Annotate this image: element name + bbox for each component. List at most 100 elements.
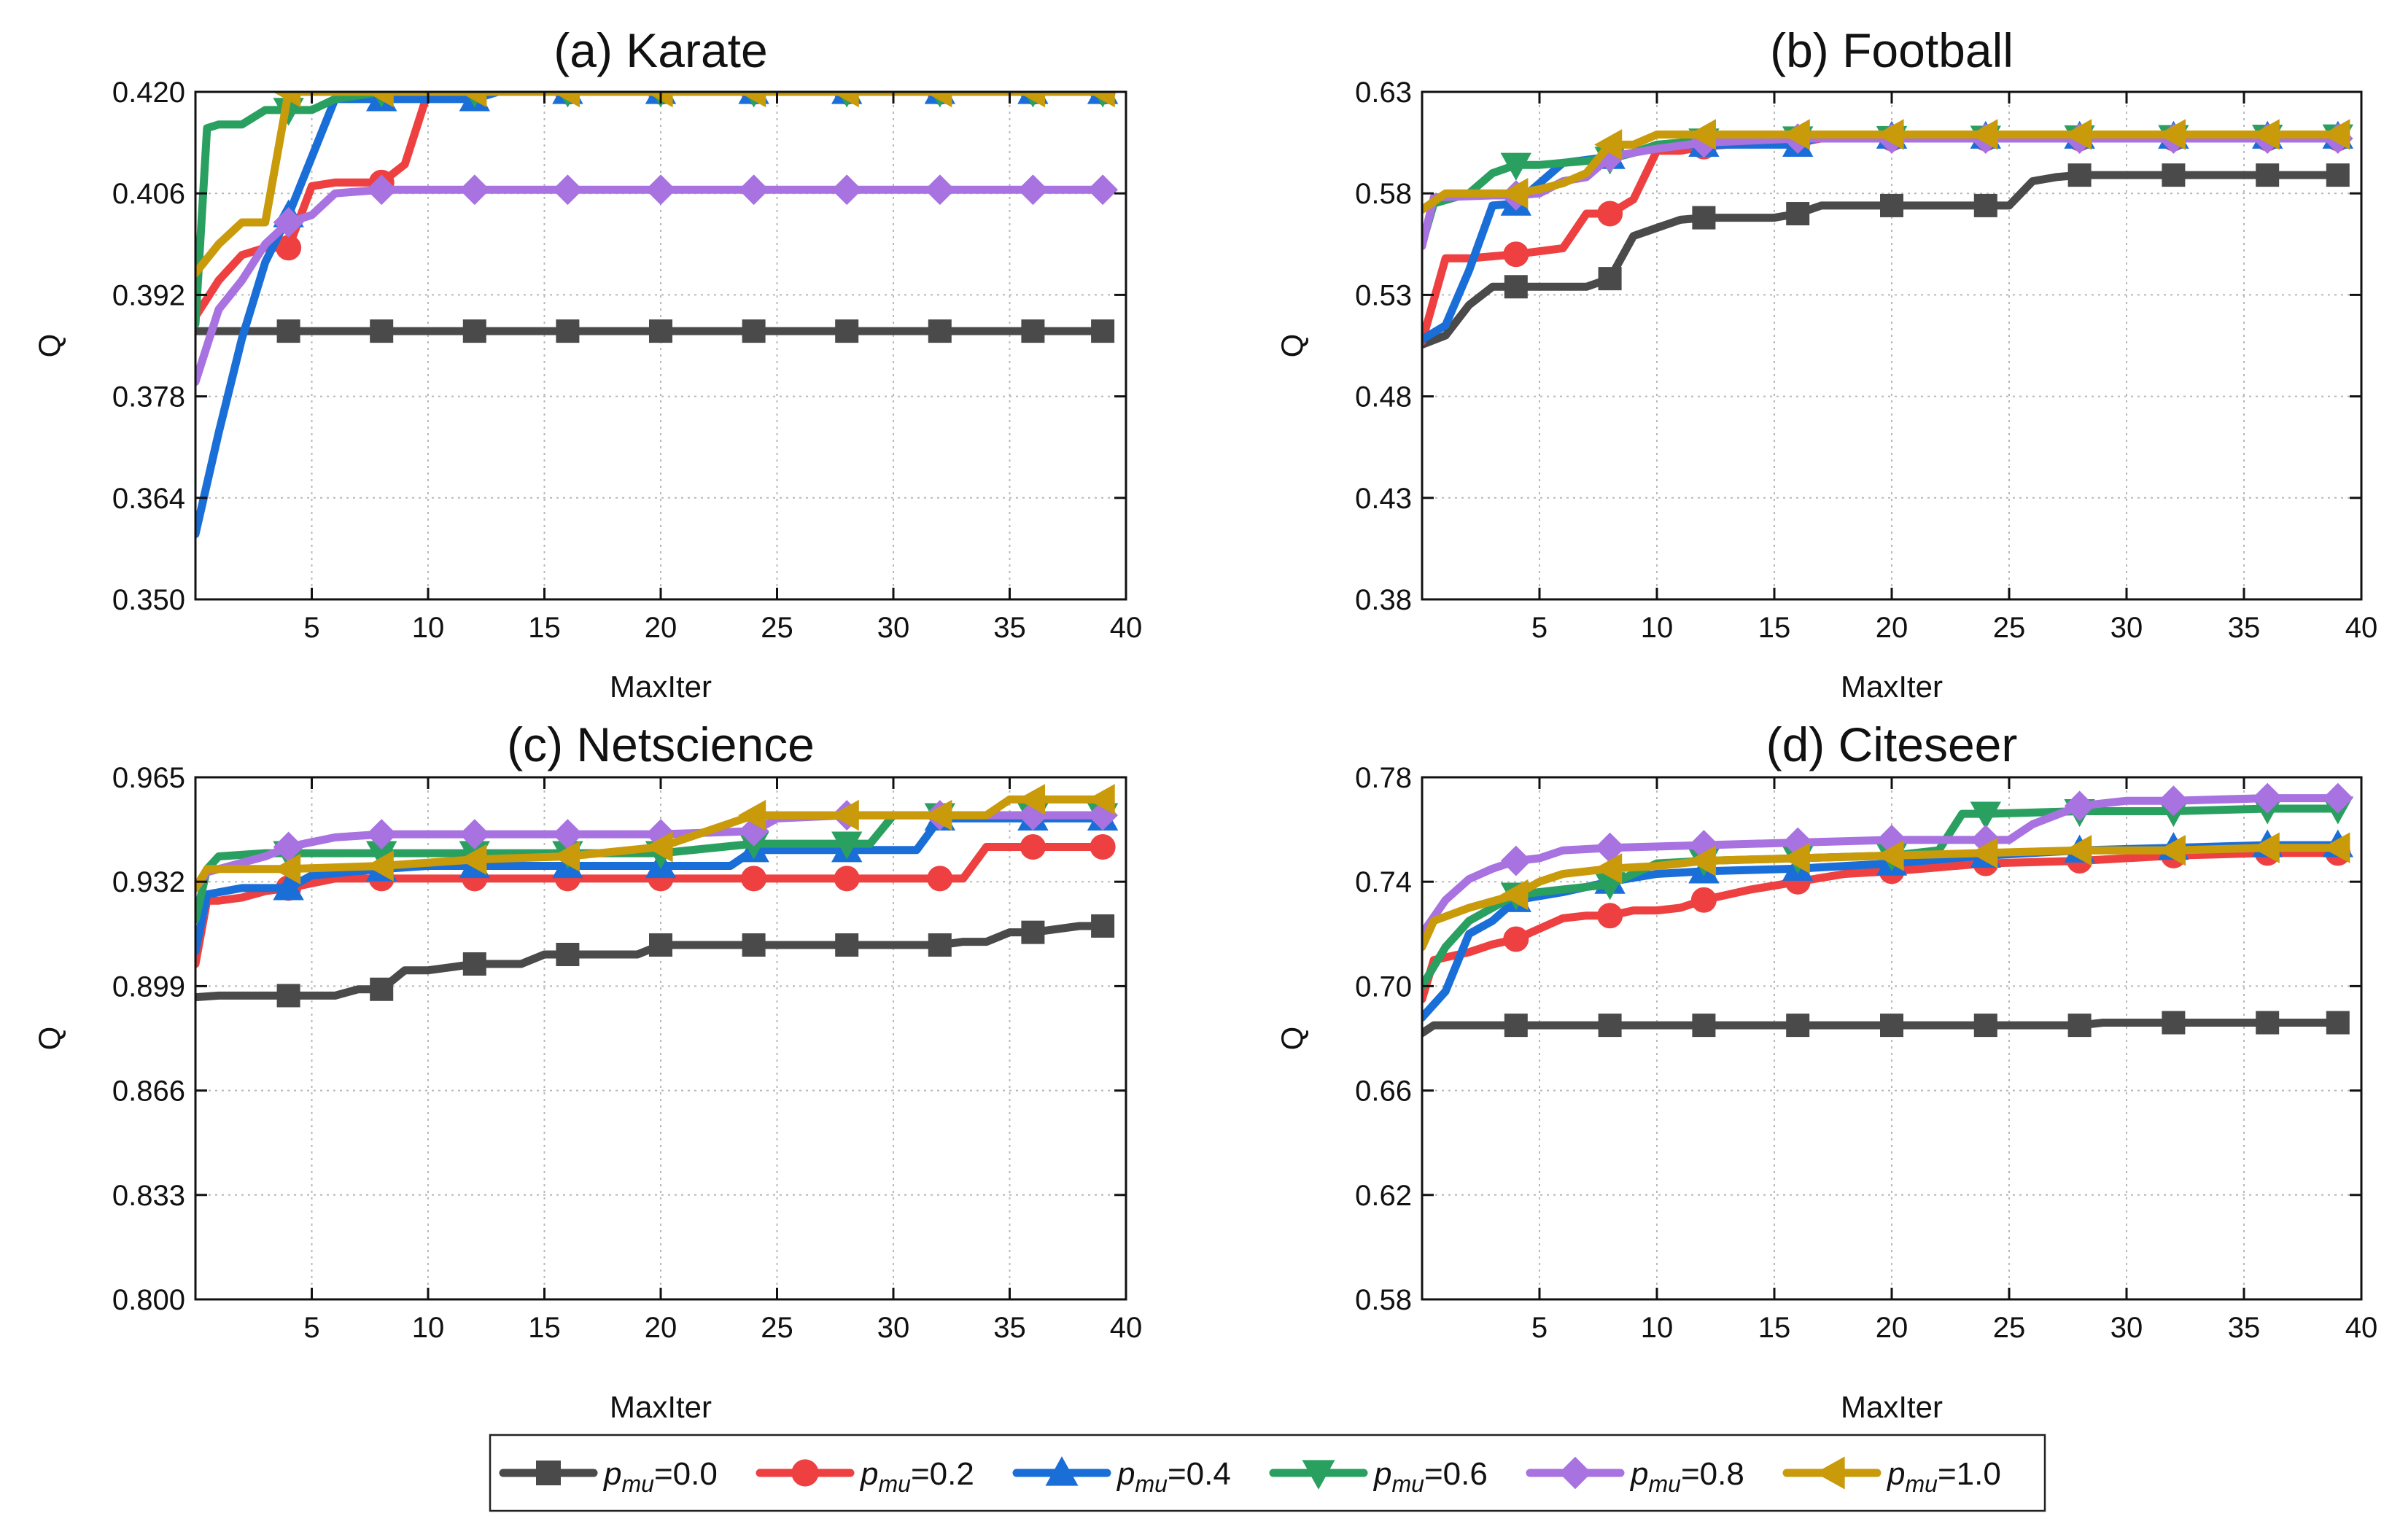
data-point	[2064, 790, 2095, 822]
x-axis-label: MaxIter	[1841, 669, 1943, 704]
y-tick-label: 0.378	[112, 381, 185, 413]
x-tick-label: 25	[1993, 612, 2026, 644]
x-tick-label: 10	[412, 1312, 445, 1344]
x-tick-label: 35	[2228, 1312, 2261, 1344]
y-tick-label: 0.350	[112, 584, 185, 616]
x-tick-label: 5	[303, 1312, 319, 1344]
data-point	[1500, 879, 1529, 911]
series-group	[195, 784, 1119, 1008]
panel-football: (b) Football Q MaxIter 5 10 15 20 25 30 35 40 0.…	[1275, 23, 2377, 704]
legend-swatch-marker	[1558, 1456, 1592, 1490]
data-point	[738, 174, 769, 206]
x-tick-label: 40	[1110, 612, 1143, 644]
data-point	[276, 319, 300, 343]
series-line-p02	[195, 92, 1107, 321]
series-line-p06	[1422, 804, 2342, 990]
data-point	[927, 866, 953, 892]
data-point	[273, 872, 304, 901]
legend-entry-p02: pmu=0.2	[756, 1456, 974, 1497]
legend-swatch-marker	[536, 1461, 561, 1485]
data-point	[2064, 835, 2092, 866]
data-point	[2326, 1011, 2350, 1035]
data-point	[556, 943, 580, 967]
data-point	[459, 174, 490, 206]
data-point	[273, 207, 304, 238]
data-point	[2067, 163, 2092, 187]
y-tick-label: 0.364	[112, 483, 185, 515]
y-tick-label: 0.38	[1355, 584, 1412, 616]
data-point	[1782, 119, 1810, 150]
x-tick-label: 25	[761, 612, 793, 644]
data-point	[1973, 1014, 1997, 1038]
data-point	[1970, 801, 2001, 830]
data-point	[2162, 163, 2186, 187]
x-tick-label: 30	[877, 1312, 910, 1344]
data-point	[1594, 129, 1623, 160]
x-tick-label: 40	[2345, 612, 2378, 644]
x-tick-label: 5	[1531, 612, 1548, 644]
data-point	[645, 92, 673, 108]
x-tick-label: 15	[1758, 1312, 1791, 1344]
legend-entry-p08: pmu=0.8	[1526, 1456, 1744, 1497]
data-point	[2251, 832, 2280, 863]
data-point	[366, 819, 397, 850]
data-point	[1876, 119, 1904, 150]
plot-frame	[194, 90, 1127, 601]
data-point	[1692, 1014, 1716, 1038]
y-axis-label: Q	[32, 1027, 66, 1051]
legend-swatch-marker	[1045, 1456, 1079, 1486]
gridlines	[1422, 777, 2361, 1299]
legend-swatch-marker	[791, 1459, 819, 1487]
data-point	[2322, 782, 2353, 814]
y-tick-label: 0.78	[1355, 762, 1412, 794]
series-line-p02	[195, 843, 1107, 968]
data-point	[462, 319, 486, 343]
y-tick-label: 0.43	[1355, 483, 1412, 515]
y-tick-label: 0.58	[1355, 178, 1412, 210]
legend-entry-p10: pmu=1.0	[1782, 1456, 2001, 1497]
x-tick-label: 20	[1876, 1312, 1908, 1344]
data-point	[2326, 163, 2350, 187]
data-point	[462, 952, 486, 976]
data-point	[1598, 1014, 1622, 1038]
panel-citeseer: (d) Citeseer Q MaxIter 5 10 15 20 25 30 35 40 0.…	[1275, 718, 2377, 1424]
data-point	[1500, 178, 1529, 209]
x-tick-label: 10	[1641, 1312, 1674, 1344]
series-line-p00	[1422, 171, 2342, 349]
y-tick-label: 0.406	[112, 178, 185, 210]
y-tick-label: 0.866	[112, 1076, 185, 1108]
data-point	[1021, 319, 1045, 343]
y-tick-label: 0.48	[1355, 381, 1412, 413]
series-line-p10	[1422, 131, 2342, 214]
panel-plot: 5 10 15 20 25 30 35 40 0.58 0.62 0.66 0.70 0.74 0.78	[1355, 762, 2377, 1344]
x-tick-label: 10	[1641, 612, 1674, 644]
x-tick-label: 20	[645, 612, 677, 644]
y-axis-label: Q	[1275, 334, 1309, 358]
data-point	[370, 319, 394, 343]
series-group	[1422, 782, 2353, 1038]
series-line-p04	[195, 92, 1107, 538]
data-point	[2256, 163, 2280, 187]
data-point	[1970, 837, 1998, 869]
series-line-p06	[195, 92, 1107, 328]
panel-title: (a) Karate	[554, 23, 767, 77]
legend-label: pmu=0.8	[1629, 1456, 1744, 1497]
y-tick-label: 0.420	[112, 77, 185, 109]
data-point	[1503, 926, 1529, 952]
data-point	[1880, 1014, 1903, 1038]
data-point	[2322, 832, 2350, 863]
panel-plot: 5 10 15 20 25 30 35 40 0.800 0.833 0.866 0.899 0.932…	[112, 762, 1142, 1344]
data-point	[1021, 920, 1045, 944]
data-point	[273, 92, 301, 108]
data-point	[459, 819, 490, 850]
data-point	[1597, 903, 1623, 929]
data-point	[1504, 275, 1528, 299]
data-point	[2158, 785, 2189, 817]
series-line-p00	[195, 922, 1107, 1002]
x-axis-label: MaxIter	[1841, 1390, 1943, 1424]
data-point	[2322, 119, 2350, 150]
legend-swatch-marker	[1815, 1456, 1845, 1490]
y-tick-label: 0.833	[112, 1180, 185, 1212]
data-point	[459, 92, 487, 108]
series-line-p08	[1422, 794, 2342, 938]
